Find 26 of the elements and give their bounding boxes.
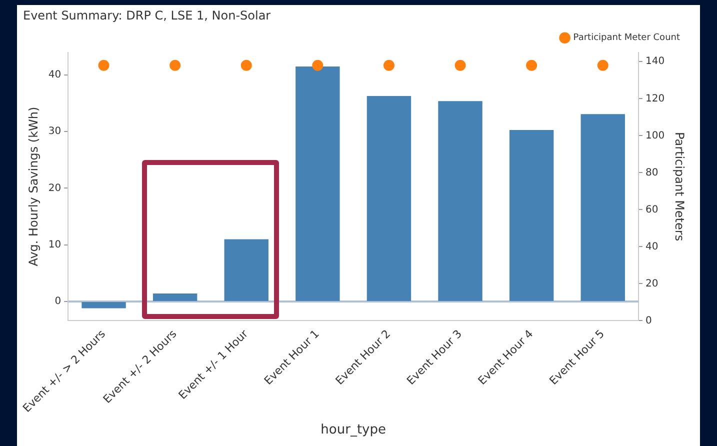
y2-tick-label: 0 bbox=[646, 315, 652, 326]
y-tick-label: 30 bbox=[48, 126, 62, 138]
y2-axis-title: Participant Meters bbox=[672, 132, 687, 242]
bar bbox=[224, 239, 268, 301]
x-axis-title: hour_type bbox=[320, 422, 386, 438]
legend-label: Participant Meter Count bbox=[573, 33, 680, 44]
bar bbox=[152, 294, 198, 301]
bar bbox=[580, 114, 625, 301]
y2-tick-label: 60 bbox=[646, 204, 658, 216]
bar bbox=[509, 130, 554, 301]
chart-title: Event Summary: DRP C, LSE 1, Non-Solar bbox=[23, 8, 271, 22]
y-tick-label: 0 bbox=[54, 296, 62, 308]
y-tick-label: 20 bbox=[48, 182, 62, 194]
bar bbox=[438, 101, 482, 301]
y-tick-label: 10 bbox=[48, 239, 62, 250]
y2-tick-label: 20 bbox=[646, 278, 658, 290]
y2-tick-label: 100 bbox=[646, 130, 665, 142]
y2-tick-label: 80 bbox=[646, 167, 658, 178]
y-tick-label: 40 bbox=[48, 70, 62, 81]
y2-tick-label: 140 bbox=[646, 56, 665, 68]
y-axis-title: Avg. Hourly Savings (kWh) bbox=[26, 106, 40, 266]
y2-tick-label: 40 bbox=[646, 241, 658, 252]
bar bbox=[296, 66, 340, 301]
bar bbox=[366, 96, 412, 301]
y2-tick-label: 120 bbox=[646, 93, 665, 104]
bar bbox=[82, 302, 126, 308]
